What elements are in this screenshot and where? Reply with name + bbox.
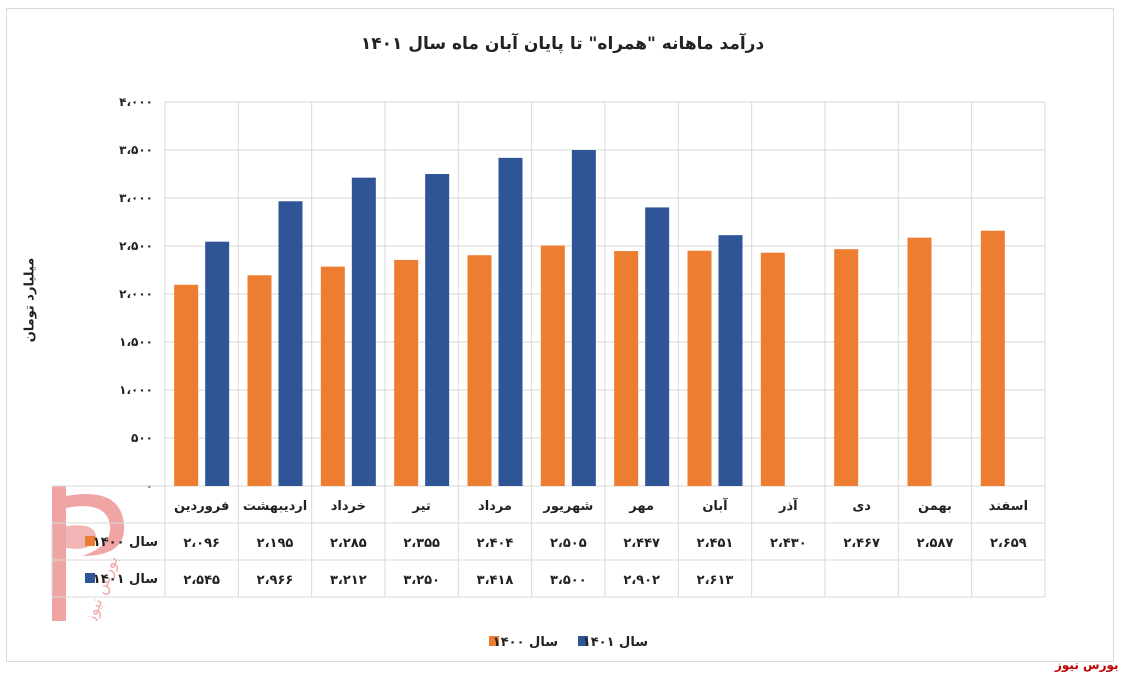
- bar-series-1400: [980, 230, 1005, 486]
- table-value-cell: ۲،۴۶۷: [843, 536, 880, 551]
- x-category-label: شهریور: [542, 499, 593, 514]
- y-tick-label: ۱،۵۰۰: [119, 335, 153, 349]
- x-category-label: مرداد: [478, 499, 512, 514]
- bar-series-1400: [174, 284, 199, 486]
- x-category-label: آذر: [778, 497, 798, 514]
- legend-key: [578, 636, 588, 646]
- x-category-label: تیر: [412, 499, 431, 514]
- x-category-label: اردیبهشت: [243, 499, 307, 514]
- table-value-cell: ۲،۲۸۵: [330, 536, 367, 551]
- y-tick-label: ۳،۵۰۰: [119, 143, 153, 157]
- chart-title: درآمد ماهانه "همراه" تا پایان آبان ماه س…: [360, 34, 765, 54]
- table-series-name: سال ۱۴۰۱: [93, 572, 158, 587]
- bar-series-1401: [498, 157, 523, 486]
- table-value-cell: ۲،۶۵۹: [990, 536, 1027, 551]
- table-value-cell: ۲،۴۰۴: [477, 536, 514, 551]
- y-tick-label: ۱،۰۰۰: [119, 383, 153, 397]
- y-tick-label: ۲،۵۰۰: [119, 239, 153, 253]
- bar-series-1401: [645, 207, 670, 486]
- bar-series-1400: [907, 237, 932, 486]
- x-category-label: دی: [852, 499, 871, 514]
- bar-series-1401: [425, 174, 450, 486]
- x-category-label: مهر: [628, 499, 654, 514]
- table-value-cell: ۲،۵۸۷: [917, 536, 954, 551]
- table-value-cell: ۳،۵۰۰: [550, 573, 587, 588]
- x-category-label: آبان: [702, 497, 728, 514]
- brand-label: بورس نیوز: [1055, 658, 1119, 672]
- bar-series-1401: [571, 150, 596, 486]
- table-value-cell: ۲،۰۹۶: [183, 536, 220, 551]
- bar-series-1400: [540, 245, 565, 486]
- bar-series-1400: [834, 249, 859, 486]
- table-value-cell: ۲،۴۵۱: [697, 536, 734, 551]
- table-value-cell: ۳،۲۱۲: [330, 573, 367, 588]
- table-value-cell: ۲،۹۰۲: [623, 573, 660, 588]
- table-legend-key: [85, 573, 95, 583]
- y-tick-label: ۵۰۰: [131, 431, 153, 445]
- y-tick-label: ۲،۰۰۰: [119, 287, 153, 301]
- legend-label: سال ۱۴۰۰: [493, 635, 558, 650]
- bar-series-1401: [351, 177, 376, 486]
- table-value-cell: ۲،۹۶۶: [257, 573, 294, 588]
- bar-series-1400: [320, 266, 345, 486]
- bar-series-1401: [278, 201, 303, 486]
- bar-series-1400: [614, 251, 639, 486]
- y-tick-label: ۴،۰۰۰: [119, 95, 153, 109]
- bar-series-1401: [718, 235, 743, 486]
- table-value-cell: ۲،۴۳۰: [770, 536, 807, 551]
- legend-label: سال ۱۴۰۱: [583, 635, 648, 650]
- bar-series-1400: [394, 259, 419, 486]
- y-tick-label: ۳،۰۰۰: [119, 191, 153, 205]
- x-category-label: اسفند: [989, 499, 1028, 514]
- bar-series-1400: [687, 250, 712, 486]
- legend-key: [489, 636, 499, 646]
- table-value-cell: ۲،۵۰۵: [550, 536, 587, 551]
- table-value-cell: ۲،۴۴۷: [623, 536, 660, 551]
- x-category-label: فروردین: [174, 499, 229, 514]
- x-category-label: خرداد: [331, 499, 366, 514]
- table-value-cell: ۲،۱۹۵: [257, 536, 294, 551]
- bar-series-1401: [205, 241, 230, 486]
- x-category-label: بهمن: [918, 499, 952, 514]
- bar-series-1400: [760, 252, 785, 486]
- brand-watermark-logo: بورس نیوز: [52, 486, 125, 621]
- table-value-cell: ۲،۵۴۵: [183, 573, 220, 588]
- bar-series-1400: [467, 255, 492, 486]
- table-value-cell: ۲،۶۱۳: [697, 573, 734, 588]
- table-legend-key: [85, 536, 95, 546]
- table-value-cell: ۳،۴۱۸: [477, 573, 514, 588]
- table-series-name: سال ۱۴۰۰: [93, 535, 158, 550]
- bar-series-1400: [247, 275, 272, 486]
- table-value-cell: ۳،۲۵۰: [403, 573, 440, 588]
- table-value-cell: ۲،۳۵۵: [403, 536, 440, 551]
